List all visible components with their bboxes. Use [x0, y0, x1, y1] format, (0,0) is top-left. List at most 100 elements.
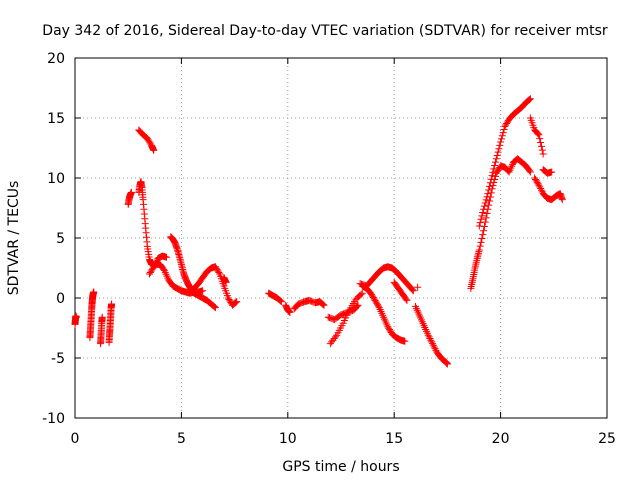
data-point [331, 333, 339, 341]
data-point [539, 150, 547, 158]
series-seg12 [265, 289, 285, 306]
data-point [145, 137, 153, 145]
data-point [409, 287, 417, 295]
data-point [98, 313, 106, 321]
data-point [148, 266, 156, 274]
data-point [427, 336, 435, 344]
data-point [496, 141, 504, 149]
axis-ticks: 0 5 10 15 20 25 -10 -5 0 5 10 15 20 [42, 51, 616, 447]
data-point [482, 196, 490, 204]
data-point [494, 166, 502, 174]
data-point [492, 169, 500, 177]
data-point [150, 146, 158, 154]
data-point [211, 263, 219, 271]
data-point [224, 294, 232, 302]
data-point [354, 301, 362, 309]
data-point [371, 296, 379, 304]
y-tick-label: 10 [47, 171, 65, 187]
y-axis-label: SDTVAR / TECUs [6, 181, 22, 296]
series-seg08 [145, 252, 171, 278]
data-point [558, 196, 566, 204]
data-point [163, 253, 171, 261]
data-point [147, 267, 155, 275]
data-point [476, 242, 484, 250]
y-tick-label: 0 [56, 291, 65, 307]
data-point [286, 308, 294, 316]
data-point [429, 340, 437, 348]
data-point [538, 146, 546, 154]
series-seg03 [97, 313, 106, 348]
data-point [526, 96, 534, 104]
data-point [477, 238, 485, 246]
series-seg09 [167, 233, 219, 312]
data-point [534, 180, 542, 188]
data-points [71, 95, 566, 368]
data-point [401, 337, 409, 345]
data-point [475, 246, 483, 254]
data-point [374, 301, 382, 309]
data-point [233, 298, 241, 306]
data-point [501, 122, 509, 130]
data-point [537, 186, 545, 194]
data-point [535, 181, 543, 189]
data-point [428, 338, 436, 346]
data-point [150, 263, 158, 271]
data-point [479, 231, 487, 239]
data-point [199, 287, 207, 295]
data-point [503, 120, 511, 128]
series-seg06 [135, 178, 207, 297]
data-point [368, 292, 376, 300]
data-point [502, 121, 510, 129]
series-seg05 [124, 188, 135, 208]
y-tick-label: -5 [51, 351, 65, 367]
data-point [212, 264, 220, 272]
data-point [477, 215, 485, 223]
series-seg11 [220, 274, 230, 286]
data-point [483, 210, 491, 218]
data-point [425, 333, 433, 341]
data-point [210, 302, 218, 310]
data-point [536, 135, 544, 143]
data-point [498, 132, 506, 140]
series-seg20 [411, 302, 451, 368]
data-point [479, 209, 487, 217]
data-point [414, 283, 422, 291]
data-point [485, 186, 493, 194]
data-point [489, 168, 497, 176]
chart-title: Day 342 of 2016, Sidereal Day-to-day VTE… [42, 23, 608, 39]
data-point [494, 148, 502, 156]
data-point [151, 261, 159, 269]
data-point [480, 227, 488, 235]
data-point [143, 134, 151, 142]
series-seg26 [539, 166, 556, 177]
data-point [548, 168, 556, 176]
data-point [533, 178, 541, 186]
data-point [488, 172, 496, 180]
data-point [431, 345, 439, 353]
x-tick-label: 5 [177, 431, 186, 447]
data-point [127, 188, 135, 196]
data-point [385, 324, 393, 332]
data-point [403, 296, 411, 304]
data-point [226, 297, 234, 305]
data-point [484, 190, 492, 198]
data-point [90, 288, 98, 296]
data-point [358, 289, 366, 297]
data-point [145, 270, 153, 278]
data-point [537, 185, 545, 193]
series-seg24 [526, 114, 547, 158]
data-point [277, 298, 285, 306]
data-point [478, 234, 486, 242]
data-point [493, 151, 501, 159]
data-point [486, 197, 494, 205]
series-seg02 [86, 288, 98, 342]
data-point [426, 335, 434, 343]
series-seg07 [135, 126, 158, 154]
data-point [525, 96, 533, 104]
data-point [424, 331, 432, 339]
series-seg16 [326, 289, 366, 348]
y-tick-label: -10 [42, 411, 65, 427]
data-point [72, 313, 80, 321]
data-point [430, 343, 438, 351]
